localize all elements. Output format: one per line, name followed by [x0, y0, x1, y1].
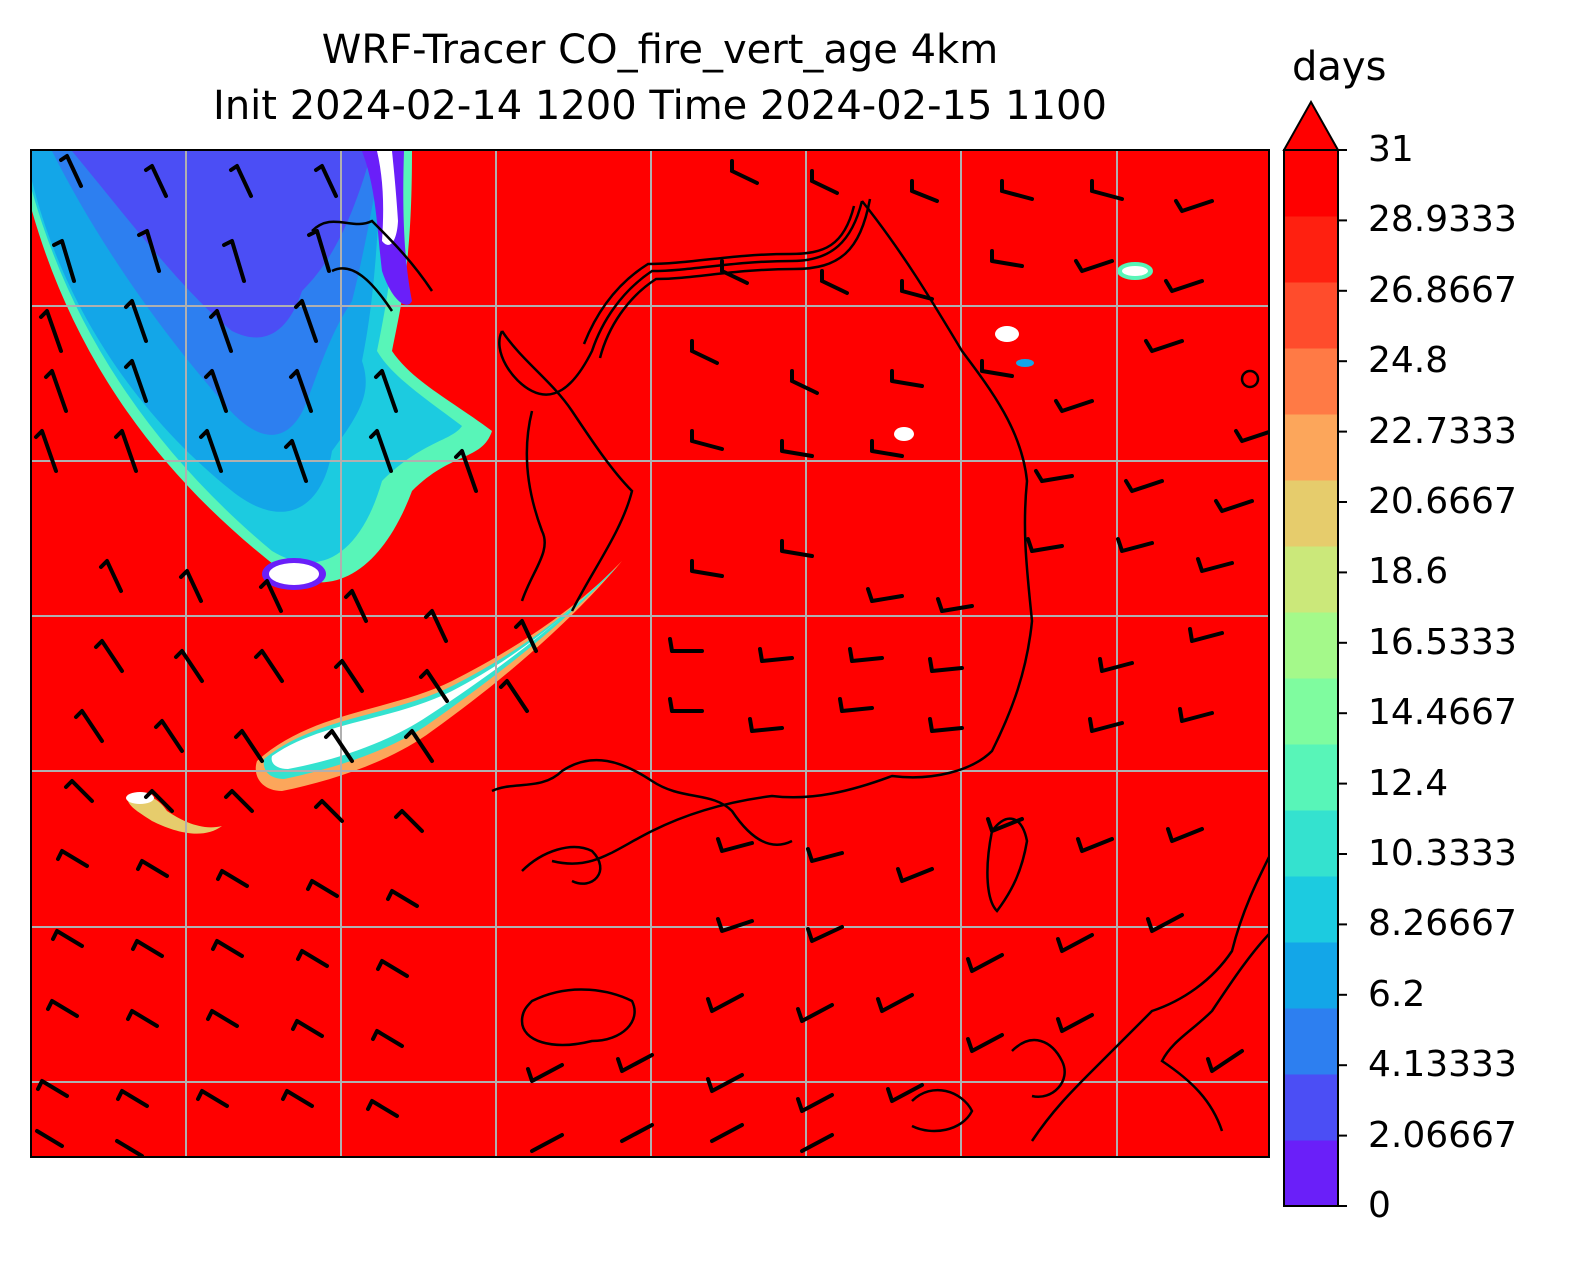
colorbar-segment	[1284, 282, 1338, 349]
colorbar-tick-label: 20.6667	[1368, 481, 1517, 522]
colorbar-segment	[1284, 150, 1338, 217]
colorbar-tick-label: 26.8667	[1368, 269, 1517, 311]
colorbar-tick-label: 22.7333	[1368, 410, 1517, 452]
colorbar-segment	[1284, 744, 1338, 811]
colorbar-tick-label: 10.3333	[1368, 833, 1517, 874]
colorbar-segment	[1284, 1140, 1338, 1207]
colorbar-segment	[1284, 216, 1338, 283]
colorbar-frame	[1283, 149, 1339, 1207]
colorbar-segment	[1284, 546, 1338, 613]
colorbar-tick-label: 28.9333	[1368, 199, 1517, 241]
colorbar-tick-label: 0	[1368, 1185, 1391, 1226]
colorbar-segment	[1284, 612, 1338, 679]
colorbar-segment	[1284, 678, 1338, 745]
colorbar-segment	[1284, 480, 1338, 547]
colorbar-segment	[1284, 1074, 1338, 1141]
coastlines	[311, 198, 1268, 1142]
title-line-2: Init 2024-02-14 1200 Time 2024-02-15 110…	[213, 83, 1107, 129]
map-canvas	[32, 151, 1268, 1156]
tracer-streak	[126, 262, 1153, 834]
colorbar	[1282, 100, 1352, 1208]
colorbar-tick-label: 12.4	[1368, 762, 1449, 804]
colorbar-tick-label: 14.4667	[1368, 692, 1517, 734]
colorbar-segment	[1284, 876, 1338, 943]
colorbar-tick-label: 31	[1368, 129, 1414, 170]
colorbar-segment	[1284, 414, 1338, 481]
colorbar-unit-label: days	[1292, 44, 1387, 90]
colorbar-svg	[1282, 100, 1347, 1207]
colorbar-segment	[1284, 810, 1338, 877]
colorbar-segment	[1284, 1008, 1338, 1075]
map-panel	[30, 149, 1270, 1158]
colorbar-tick-label: 8.26667	[1368, 903, 1517, 945]
colorbar-segment	[1284, 348, 1338, 415]
colorbar-tick-label: 4.13333	[1368, 1044, 1517, 1086]
colorbar-extend-arrow	[1282, 100, 1340, 151]
colorbar-segment	[1284, 942, 1338, 1009]
wind-barbs	[34, 154, 1268, 1156]
colorbar-tick-label: 16.5333	[1368, 621, 1517, 663]
tracer-plume	[32, 151, 492, 590]
title-line-1: WRF-Tracer CO_fire_vert_age 4km	[321, 27, 999, 73]
colorbar-tick-label: 6.2	[1368, 973, 1426, 1015]
colorbar-tick-label: 18.6	[1368, 551, 1449, 593]
colorbar-tick-label: 24.8	[1368, 340, 1449, 382]
colorbar-tick-label: 2.06667	[1368, 1114, 1517, 1156]
